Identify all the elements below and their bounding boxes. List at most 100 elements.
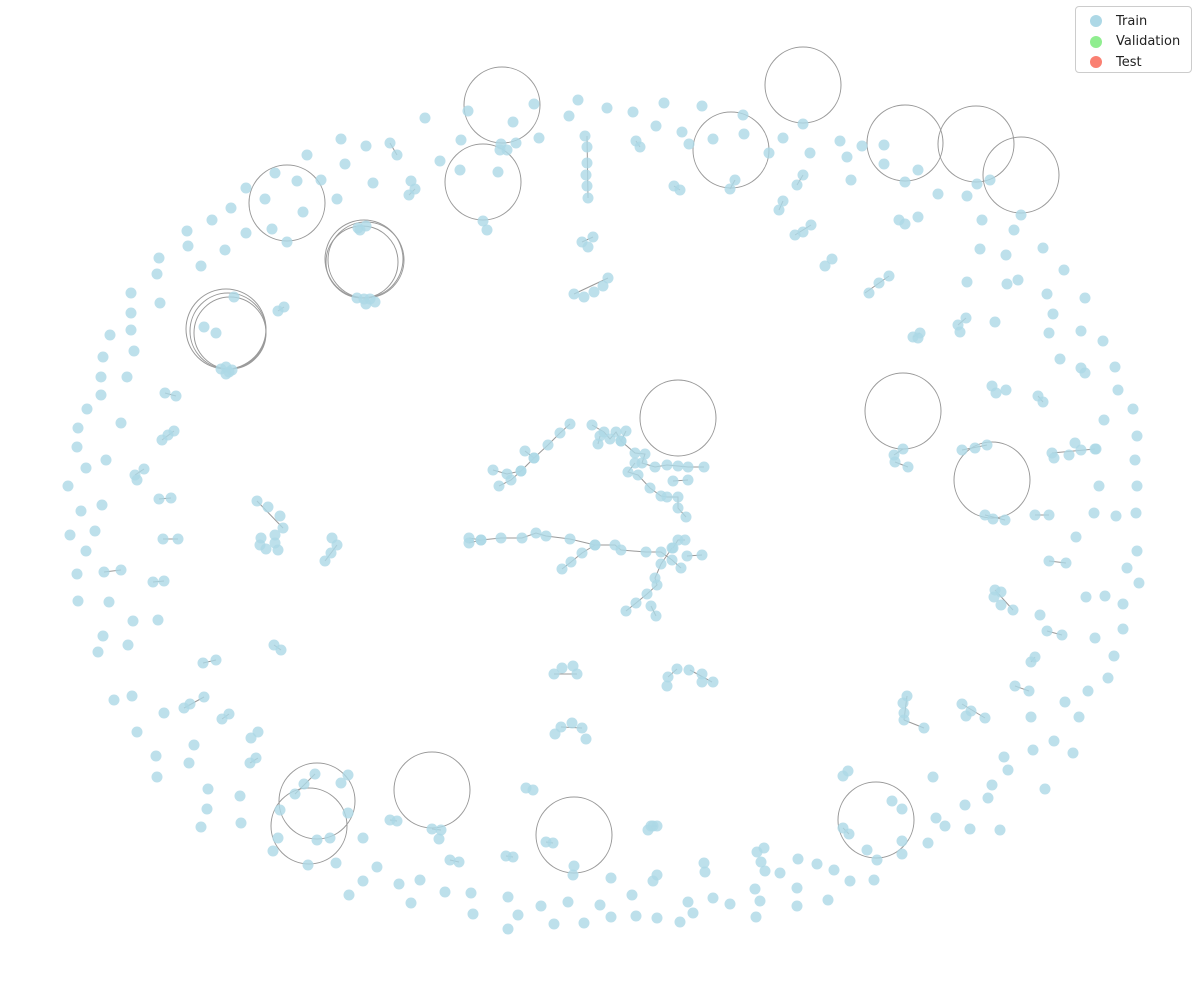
graph-node (791, 179, 803, 191)
graph-node (97, 630, 109, 642)
graph-node (984, 174, 996, 186)
graph-node (805, 219, 817, 231)
graph-node (311, 834, 323, 846)
graph-node (315, 174, 327, 186)
graph-node (647, 875, 659, 887)
graph-node (1089, 443, 1101, 455)
legend-label-test: Test (1116, 54, 1142, 70)
graph-self-loop (270, 787, 348, 865)
graph-node (1029, 651, 1041, 663)
graph-node (754, 895, 766, 907)
graph-node (251, 495, 263, 507)
graph-node (1037, 242, 1049, 254)
graph-node (576, 722, 588, 734)
graph-node (1048, 452, 1060, 464)
graph-node (976, 214, 988, 226)
graph-node (1130, 507, 1142, 519)
graph-node (542, 439, 554, 451)
graph-node (1056, 629, 1068, 641)
graph-node (281, 236, 293, 248)
graph-node (154, 297, 166, 309)
graph-node (961, 276, 973, 288)
graph-edge (1051, 448, 1096, 454)
graph-node (797, 118, 809, 130)
graph-node (435, 824, 447, 836)
graph-node (683, 664, 695, 676)
graph-node (828, 864, 840, 876)
graph-node (1000, 249, 1012, 261)
graph-node (1133, 577, 1145, 589)
graph-node (1093, 480, 1105, 492)
graph-node (645, 600, 657, 612)
graph-edges (103, 46, 1096, 874)
graph-node (588, 286, 600, 298)
graph-node (627, 106, 639, 118)
graph-node (159, 387, 171, 399)
graph-node (131, 726, 143, 738)
graph-node (605, 911, 617, 923)
graph-node (272, 832, 284, 844)
graph-node (655, 558, 667, 570)
graph-node (339, 158, 351, 170)
graph-node (797, 226, 809, 238)
graph-node (630, 597, 642, 609)
graph-node (749, 883, 761, 895)
graph-node (1047, 308, 1059, 320)
graph-node (1034, 609, 1046, 621)
graph-node (151, 771, 163, 783)
graph-node (620, 605, 632, 617)
graph-node (1108, 650, 1120, 662)
graph-node (414, 874, 426, 886)
legend: Train Validation Test (1075, 6, 1192, 73)
graph-node (819, 260, 831, 272)
graph-node (982, 792, 994, 804)
graph-node (822, 894, 834, 906)
graph-node (960, 710, 972, 722)
graph-node (71, 568, 83, 580)
graph-node (994, 824, 1006, 836)
graph-node (1023, 685, 1035, 697)
graph-node (467, 908, 479, 920)
graph-node (750, 911, 762, 923)
graph-node (696, 668, 708, 680)
graph-node (568, 860, 580, 872)
graph-node (582, 192, 594, 204)
graph-node (157, 533, 169, 545)
graph-node (998, 751, 1010, 763)
graph-node (275, 644, 287, 656)
graph-node (330, 857, 342, 869)
graph-node (729, 174, 741, 186)
graph-edge (256, 500, 284, 529)
graph-node (266, 223, 278, 235)
graph-node (245, 732, 257, 744)
graph-node (548, 918, 560, 930)
graph-node (255, 532, 267, 544)
graph-node (554, 427, 566, 439)
graph-node (1048, 735, 1060, 747)
graph-node (1015, 209, 1027, 221)
graph-node (533, 132, 545, 144)
graph-node (912, 332, 924, 344)
graph-node (602, 272, 614, 284)
graph-node (1059, 696, 1071, 708)
graph-node (878, 158, 890, 170)
graph-node (1131, 545, 1143, 557)
graph-self-loop (393, 751, 471, 829)
legend-item-train: Train (1082, 11, 1185, 32)
graph-node (641, 588, 653, 600)
graph-node (594, 899, 606, 911)
graph-node (168, 425, 180, 437)
graph-node (699, 866, 711, 878)
graph-node (707, 676, 719, 688)
graph-node (80, 462, 92, 474)
graph-node (492, 166, 504, 178)
graph-node (516, 532, 528, 544)
graph-node (871, 854, 883, 866)
graph-node (630, 910, 642, 922)
graph-node (1041, 625, 1053, 637)
graph-node (439, 886, 451, 898)
graph-edge (561, 544, 596, 570)
graph-node (844, 875, 856, 887)
graph-node (676, 126, 688, 138)
graph-node (507, 116, 519, 128)
